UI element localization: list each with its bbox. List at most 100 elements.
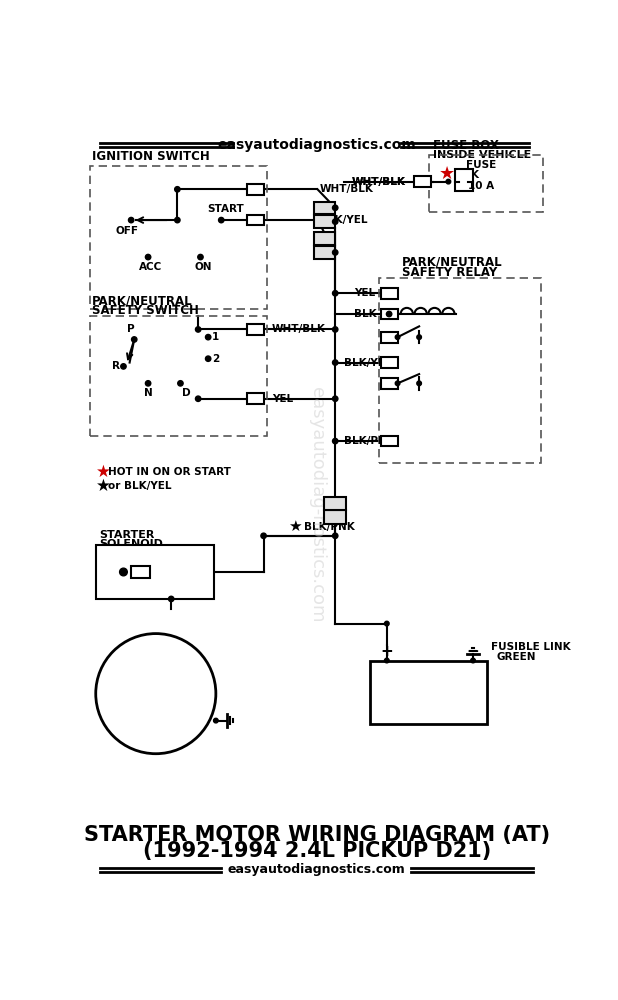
Circle shape <box>132 337 137 342</box>
Text: +: + <box>381 644 393 659</box>
Circle shape <box>332 438 338 444</box>
Circle shape <box>175 217 180 223</box>
Text: SOLENOID: SOLENOID <box>99 539 163 549</box>
Text: GREEN: GREEN <box>496 652 536 662</box>
Bar <box>247 215 264 225</box>
Text: SAFETY SWITCH: SAFETY SWITCH <box>92 304 199 317</box>
Circle shape <box>332 291 338 296</box>
Bar <box>90 166 268 309</box>
Bar <box>413 176 431 187</box>
Circle shape <box>219 217 224 223</box>
Circle shape <box>129 217 134 223</box>
Circle shape <box>175 187 180 192</box>
Circle shape <box>417 381 421 386</box>
Text: N: N <box>144 388 153 398</box>
Circle shape <box>178 381 183 386</box>
Text: R: R <box>112 361 120 371</box>
Bar <box>314 215 335 228</box>
Circle shape <box>396 335 400 339</box>
Circle shape <box>384 658 389 663</box>
Text: FUSE: FUSE <box>466 160 496 170</box>
Circle shape <box>471 658 475 663</box>
Text: WHT/BLK: WHT/BLK <box>352 177 406 187</box>
Bar <box>381 357 397 368</box>
Bar <box>314 202 335 214</box>
Text: WHT/BLK: WHT/BLK <box>352 177 406 187</box>
Text: easyautodiag-nostics.com: easyautodiag-nostics.com <box>308 387 326 623</box>
Circle shape <box>195 396 201 401</box>
Text: ★: ★ <box>287 519 301 534</box>
Circle shape <box>396 381 400 386</box>
Bar <box>381 332 397 343</box>
Circle shape <box>214 718 218 723</box>
Text: BLK/PNK: BLK/PNK <box>344 436 394 446</box>
Circle shape <box>332 396 338 401</box>
Circle shape <box>384 621 389 626</box>
Circle shape <box>386 311 392 317</box>
Bar <box>324 497 346 510</box>
Circle shape <box>205 356 211 361</box>
Text: BLK/YEL: BLK/YEL <box>320 215 367 225</box>
Text: START: START <box>208 204 244 214</box>
Text: OFF: OFF <box>116 226 139 236</box>
Bar <box>131 566 150 578</box>
Circle shape <box>205 334 211 340</box>
Text: SAFETY RELAY: SAFETY RELAY <box>402 266 497 279</box>
Text: P: P <box>127 324 134 334</box>
Text: STARTER: STARTER <box>99 530 155 540</box>
Bar <box>381 436 397 446</box>
Circle shape <box>417 335 421 339</box>
Text: BATTERY: BATTERY <box>397 686 459 699</box>
Circle shape <box>96 634 216 754</box>
Text: ★: ★ <box>96 463 111 481</box>
Text: or BLK/YEL: or BLK/YEL <box>108 481 172 491</box>
Circle shape <box>332 360 338 365</box>
Text: ON: ON <box>194 262 212 272</box>
Text: INSIDE VEHICLE: INSIDE VEHICLE <box>433 150 531 160</box>
Text: BLK: BLK <box>355 309 377 319</box>
Text: HOT IN ON OR START: HOT IN ON OR START <box>108 467 231 477</box>
Text: ★: ★ <box>439 165 455 183</box>
Text: 10 A: 10 A <box>468 181 494 191</box>
Circle shape <box>169 596 174 602</box>
Circle shape <box>446 179 451 184</box>
Text: easyautodiagnostics.com: easyautodiagnostics.com <box>218 138 416 152</box>
Text: −: − <box>467 644 480 659</box>
Text: ACC: ACC <box>139 262 162 272</box>
Bar <box>314 232 335 245</box>
Bar <box>324 510 346 524</box>
Bar <box>381 309 397 319</box>
Bar <box>381 288 397 299</box>
Text: PARK/NEUTRAL: PARK/NEUTRAL <box>92 294 193 307</box>
Text: YEL: YEL <box>355 288 376 298</box>
Text: MOTOR: MOTOR <box>131 693 180 706</box>
Text: FUSE BOX: FUSE BOX <box>433 139 499 152</box>
Bar <box>381 378 397 389</box>
Circle shape <box>120 568 127 576</box>
Text: FUSIBLE LINK: FUSIBLE LINK <box>491 642 570 652</box>
Bar <box>247 324 264 335</box>
Text: WHT/BLK: WHT/BLK <box>320 184 374 194</box>
Text: 2: 2 <box>212 354 219 364</box>
Text: S: S <box>108 567 116 577</box>
Circle shape <box>332 219 338 224</box>
Text: easyautodiagnostics.com: easyautodiagnostics.com <box>228 863 405 876</box>
Circle shape <box>332 327 338 332</box>
Circle shape <box>261 533 266 538</box>
Text: PARK/NEUTRAL: PARK/NEUTRAL <box>402 256 503 269</box>
Circle shape <box>145 254 151 260</box>
Bar <box>455 169 473 191</box>
Text: K: K <box>472 170 480 180</box>
Bar <box>96 545 214 599</box>
Circle shape <box>198 254 203 260</box>
Bar <box>370 661 487 724</box>
Circle shape <box>332 533 338 538</box>
Text: BLK/PNK: BLK/PNK <box>305 522 355 532</box>
Text: 1: 1 <box>212 332 219 342</box>
Circle shape <box>145 381 151 386</box>
Bar <box>247 393 264 404</box>
Text: D: D <box>182 388 190 398</box>
Text: YEL: YEL <box>272 394 293 404</box>
Bar <box>314 246 335 259</box>
Text: STARTER MOTOR WIRING DIAGRAM (AT): STARTER MOTOR WIRING DIAGRAM (AT) <box>83 825 550 845</box>
